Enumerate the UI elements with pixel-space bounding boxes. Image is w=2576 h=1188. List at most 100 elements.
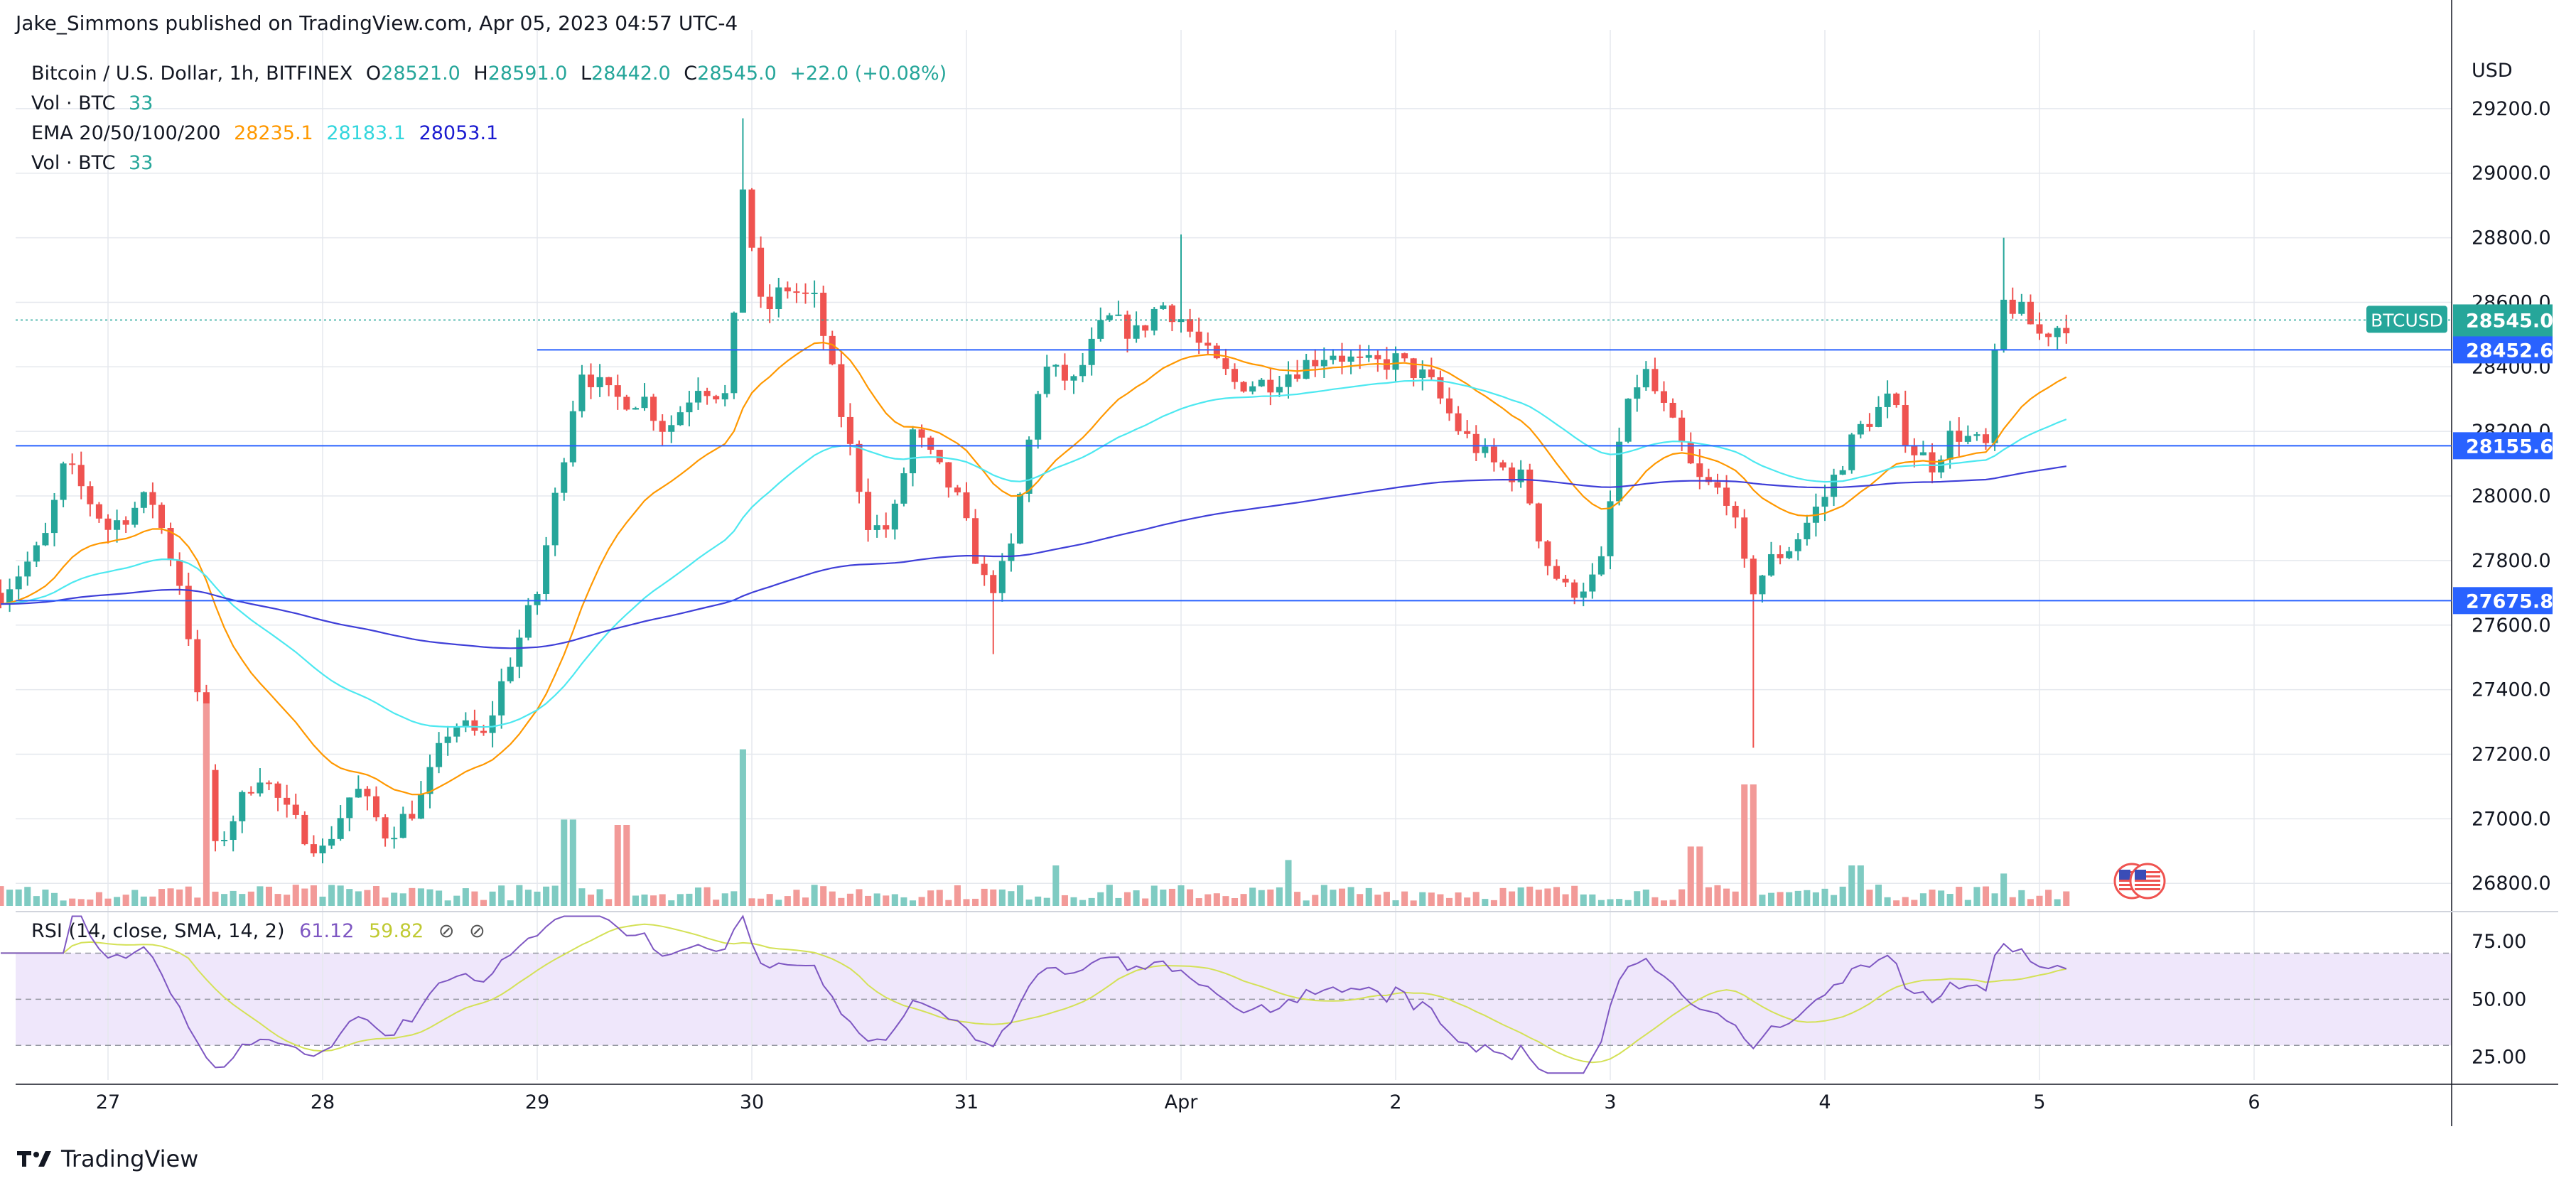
candle-body (131, 507, 139, 525)
time-tick-label: 4 (1818, 1091, 1831, 1113)
candle-body (409, 814, 416, 819)
candle-body (2063, 328, 2070, 334)
ema50-value: 28183.1 (326, 122, 406, 144)
candle-body (516, 637, 523, 667)
volume-bar (1607, 899, 1614, 906)
candle-body (1759, 575, 1766, 595)
rsi-sma-line (1, 923, 2067, 1064)
volume-bar (829, 891, 836, 906)
candle-body (2036, 324, 2043, 334)
time-tick-label: 30 (740, 1091, 764, 1113)
candle-body (382, 817, 389, 839)
candle-body (1061, 364, 1068, 381)
volume-bar (2063, 891, 2070, 906)
candle-body (247, 792, 254, 794)
candle-body (694, 391, 702, 403)
volume-bar (1410, 900, 1417, 906)
candle-body (230, 821, 237, 841)
candle-body (355, 789, 362, 798)
candle-body (1553, 566, 1561, 579)
candle-body (883, 525, 890, 530)
candle-body (1008, 543, 1015, 561)
candle-body (87, 486, 94, 504)
volume-bar (1956, 887, 1963, 906)
volume-bar (1919, 893, 1926, 906)
published-line: Jake_Simmons published on TradingView.co… (16, 11, 738, 35)
volume-bar (1696, 846, 1703, 906)
volume-bar (1401, 891, 1408, 906)
volume-bar (1786, 892, 1793, 906)
candle-body (641, 396, 648, 409)
ema20-value: 28235.1 (234, 122, 313, 144)
rsi-tick-label: 50.00 (2472, 988, 2526, 1010)
rsi-hide-icon[interactable]: ⊘ (438, 920, 455, 942)
volume-bar (1312, 895, 1319, 906)
ohlc-high: H28591.0 (473, 63, 568, 85)
candle-body (1607, 501, 1614, 556)
candle-body (1285, 374, 1292, 387)
volume-bar (802, 897, 809, 906)
volume-bar (50, 892, 58, 906)
volume-bar (1374, 895, 1381, 906)
candle-body (748, 189, 755, 248)
volume-bar (453, 895, 460, 906)
candle-body (194, 639, 201, 693)
volume-bar (1714, 885, 1721, 906)
candle-body (623, 396, 630, 410)
volume-bar (1133, 890, 1140, 906)
candle-body (2009, 299, 2016, 314)
volume-bar (1777, 892, 1784, 906)
volume-bar (766, 894, 773, 906)
volume-bar (1660, 900, 1668, 906)
volume-bar (1025, 900, 1033, 906)
volume-bar (998, 889, 1006, 906)
volume-bar (1097, 892, 1104, 906)
candle-body (1365, 355, 1372, 358)
volume-bar (140, 896, 147, 906)
volume-bar (1088, 897, 1095, 906)
volume-bar (524, 890, 532, 906)
volume-bar (1767, 892, 1775, 906)
volume-bar (2018, 890, 2025, 906)
candle-body (1123, 314, 1131, 339)
candle-body (2045, 333, 2052, 338)
volume-bar (1982, 886, 1990, 906)
candle-body (1401, 353, 1408, 359)
candle-body (33, 545, 40, 562)
volume-bar (758, 898, 765, 906)
price-tag-text: 28452.6 (2466, 340, 2553, 362)
candle-body (1392, 353, 1399, 370)
volume-bar (131, 890, 139, 906)
candle-body (534, 594, 541, 605)
candle-body (274, 783, 281, 798)
candle-body (739, 189, 746, 313)
rsi-hide-icon-2[interactable]: ⊘ (469, 920, 485, 942)
volume-bar (1812, 892, 1819, 906)
candle-body (1428, 369, 1435, 377)
candle-body (1938, 459, 1945, 472)
tradingview-brand[interactable]: TradingView (17, 1145, 198, 1172)
candle-body (1786, 551, 1793, 558)
candle-body (686, 402, 693, 413)
candle-body (444, 736, 451, 743)
volume-bar (319, 896, 326, 906)
candle-body (838, 364, 845, 417)
volume-bar (1938, 890, 1945, 906)
candle-body (1956, 431, 1963, 442)
candle-body (1437, 377, 1444, 399)
volume-bar (838, 897, 845, 906)
candle-body (1357, 356, 1364, 358)
candle-body (257, 782, 264, 794)
candle-body (15, 576, 22, 590)
volume-bar (1597, 900, 1605, 906)
volume-bar (158, 889, 166, 906)
volume-bar (596, 889, 603, 906)
candle-body (1249, 386, 1256, 392)
candle-body (50, 500, 58, 534)
candle-body (1088, 338, 1095, 365)
volume-bar (927, 890, 934, 906)
volume-bar (1213, 893, 1220, 906)
candle-body (1696, 463, 1703, 477)
candle-body (6, 589, 14, 605)
